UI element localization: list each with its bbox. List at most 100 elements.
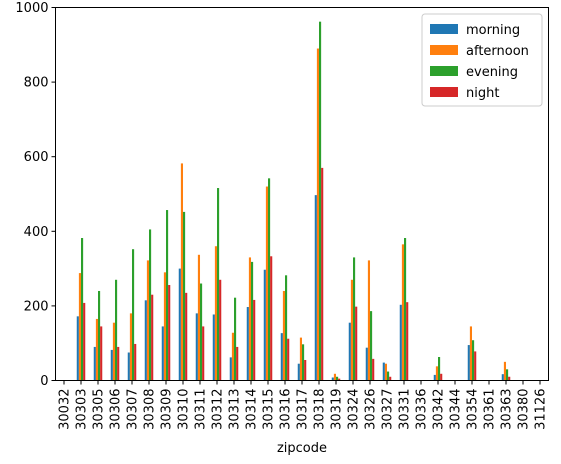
x-tick-label: 30361 — [483, 389, 498, 430]
bar-afternoon-30354 — [469, 326, 473, 381]
bar-morning-30331 — [399, 304, 402, 381]
bar-morning-30313 — [229, 357, 232, 381]
bar-morning-30307 — [127, 352, 130, 381]
bar-afternoon-30305 — [95, 318, 99, 381]
bar-night-30311 — [202, 326, 205, 381]
bar-afternoon-30315 — [265, 186, 269, 381]
bar-evening-30313 — [234, 297, 237, 381]
bar-night-30308 — [151, 294, 154, 381]
bar-night-30331 — [406, 302, 409, 381]
bar-night-30307 — [134, 343, 137, 381]
x-tick-label: 30312 — [211, 389, 226, 430]
y-tick-label: 400 — [24, 225, 49, 240]
x-tick-label: 30305 — [92, 389, 107, 430]
x-tick-label: 30310 — [177, 389, 192, 430]
bar-morning-30363 — [501, 374, 504, 381]
legend-label-morning: morning — [466, 23, 520, 38]
bar-night-30354 — [474, 351, 477, 381]
x-tick-label: 30331 — [398, 389, 413, 430]
bar-morning-30324 — [348, 322, 351, 381]
bar-morning-30314 — [246, 307, 249, 381]
bar-afternoon-30326 — [367, 260, 371, 381]
bar-afternoon-30327 — [384, 363, 388, 381]
bar-afternoon-30319 — [333, 373, 337, 381]
bar-night-30317 — [304, 359, 307, 381]
bar-morning-30316 — [280, 333, 283, 381]
bar-afternoon-30324 — [350, 279, 354, 381]
bar-evening-30311 — [200, 283, 203, 381]
bar-evening-30363 — [506, 369, 509, 381]
bar-night-30316 — [287, 338, 290, 381]
x-tick-label: 30032 — [58, 389, 73, 430]
bar-evening-30303 — [81, 238, 84, 381]
bar-evening-30317 — [302, 344, 305, 381]
bars-layer — [76, 21, 511, 381]
x-tick-label: 30307 — [126, 389, 141, 430]
bar-night-30318 — [321, 167, 324, 381]
bar-afternoon-30331 — [401, 244, 405, 381]
bar-afternoon-30342 — [435, 366, 439, 381]
bar-night-30310 — [185, 292, 188, 381]
legend: morning afternoon evening night — [421, 13, 543, 107]
x-tick-label: 30314 — [245, 389, 260, 430]
bar-night-30306 — [117, 346, 120, 381]
bar-evening-30310 — [183, 211, 186, 381]
bar-evening-30316 — [285, 275, 288, 381]
y-tick-label: 1000 — [15, 1, 48, 16]
bar-morning-30306 — [110, 349, 113, 381]
bar-evening-30319 — [336, 376, 339, 381]
x-tick-label: 30316 — [279, 389, 294, 430]
bar-evening-30331 — [404, 238, 407, 381]
bar-afternoon-30318 — [316, 48, 320, 381]
bar-afternoon-30309 — [163, 272, 167, 381]
bar-night-30319 — [338, 378, 341, 381]
bar-afternoon-30363 — [503, 361, 507, 381]
legend-swatch-afternoon — [430, 45, 458, 55]
x-tick-label: 30324 — [347, 389, 362, 430]
bar-night-30327 — [389, 376, 392, 381]
legend-label-afternoon: afternoon — [466, 44, 529, 59]
bar-afternoon-30317 — [299, 337, 303, 381]
bar-morning-30312 — [212, 314, 215, 381]
bar-night-30342 — [440, 373, 443, 381]
x-tick-label: 30344 — [449, 389, 464, 430]
bar-afternoon-30316 — [282, 290, 286, 381]
bar-afternoon-30303 — [78, 273, 82, 381]
bar-morning-30308 — [144, 300, 147, 381]
bar-night-30363 — [508, 376, 511, 381]
bar-night-30313 — [236, 346, 239, 381]
bar-evening-30308 — [149, 229, 152, 381]
y-tick-label: 600 — [24, 150, 49, 165]
bar-morning-30354 — [467, 345, 470, 381]
bar-afternoon-30313 — [231, 332, 235, 381]
x-tick-label: 30303 — [75, 389, 90, 430]
x-tick-label: 30326 — [364, 389, 379, 430]
bar-morning-30310 — [178, 268, 181, 381]
x-tick-label: 30354 — [466, 389, 481, 430]
x-tick-label: 30319 — [330, 389, 345, 430]
x-tick-label: 30315 — [262, 389, 277, 430]
y-tick-label: 200 — [24, 299, 49, 314]
bar-evening-30312 — [217, 188, 220, 381]
bar-evening-30342 — [438, 357, 441, 381]
bar-night-30326 — [372, 358, 375, 381]
bar-evening-30326 — [370, 311, 373, 381]
bar-night-30315 — [270, 256, 273, 381]
bar-night-30314 — [253, 299, 256, 381]
bar-morning-30311 — [195, 313, 198, 381]
x-tick-label: 30336 — [415, 389, 430, 430]
bar-afternoon-30311 — [197, 254, 201, 381]
x-axis: 30032 30303 30305 30306 30307 30308 30309 30310… — [58, 380, 549, 430]
bar-afternoon-30312 — [214, 246, 218, 381]
bar-evening-30315 — [268, 178, 271, 381]
legend-swatch-night — [430, 87, 458, 97]
x-tick-label: 30342 — [432, 389, 447, 430]
x-tick-label: 30306 — [109, 389, 124, 430]
y-tick-label: 800 — [24, 76, 49, 91]
bar-morning-30319 — [331, 377, 334, 381]
bar-evening-30354 — [472, 340, 475, 381]
x-tick-label: 30380 — [517, 389, 532, 430]
bar-evening-30307 — [132, 249, 135, 381]
bar-morning-30315 — [263, 269, 266, 381]
